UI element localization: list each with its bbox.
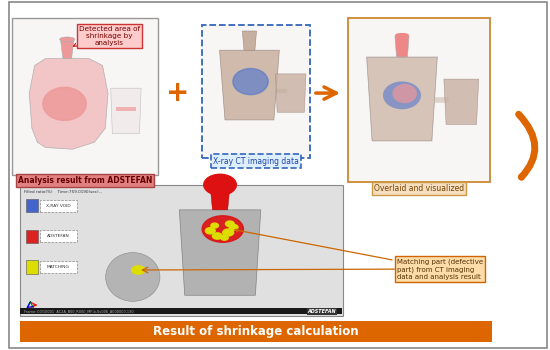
Text: Filled ratio(%)    Time:759.0190(sec)...: Filled ratio(%) Time:759.0190(sec)... (24, 190, 102, 194)
FancyBboxPatch shape (9, 2, 547, 348)
Ellipse shape (395, 33, 409, 37)
Text: X-ray CT imaging data: X-ray CT imaging data (213, 156, 299, 166)
Ellipse shape (59, 37, 75, 42)
Circle shape (131, 266, 145, 274)
Polygon shape (60, 41, 74, 58)
Circle shape (202, 216, 244, 242)
FancyArrowPatch shape (519, 114, 535, 177)
Circle shape (229, 224, 238, 230)
Polygon shape (243, 31, 256, 50)
FancyBboxPatch shape (26, 199, 38, 212)
Polygon shape (367, 57, 437, 141)
Text: Detected area of
shrinkage by
analysis: Detected area of shrinkage by analysis (73, 26, 140, 46)
Ellipse shape (393, 84, 417, 103)
FancyBboxPatch shape (116, 107, 136, 111)
Ellipse shape (43, 87, 86, 120)
Circle shape (212, 233, 222, 239)
FancyBboxPatch shape (202, 25, 310, 158)
Polygon shape (29, 58, 108, 149)
Circle shape (204, 174, 236, 195)
Circle shape (221, 235, 228, 240)
Ellipse shape (106, 253, 160, 301)
Ellipse shape (233, 69, 268, 95)
Polygon shape (179, 210, 261, 295)
Polygon shape (395, 36, 409, 57)
Polygon shape (444, 79, 478, 125)
FancyBboxPatch shape (12, 18, 158, 175)
Text: X-RAY VOID: X-RAY VOID (46, 204, 70, 208)
Polygon shape (219, 50, 279, 120)
Circle shape (211, 223, 218, 228)
Circle shape (223, 229, 234, 236)
Polygon shape (210, 187, 230, 210)
Text: Overlaid and visualized: Overlaid and visualized (374, 184, 464, 193)
FancyBboxPatch shape (26, 230, 38, 243)
FancyBboxPatch shape (20, 308, 342, 314)
Text: Analysis result from ADSTEFAN: Analysis result from ADSTEFAN (18, 176, 152, 185)
Polygon shape (111, 88, 141, 133)
Text: Matching part (defective
part) from CT imaging
data and analysis result: Matching part (defective part) from CT i… (235, 229, 483, 280)
Circle shape (205, 228, 215, 234)
FancyBboxPatch shape (40, 230, 76, 242)
Circle shape (226, 221, 234, 226)
FancyBboxPatch shape (348, 18, 490, 182)
Text: ADSTEFAN: ADSTEFAN (47, 234, 70, 238)
Text: Frame: 00/10001  AC2A_B00_R000_MP-b-0v006_A000000.130: Frame: 00/10001 AC2A_B00_R000_MP-b-0v006… (24, 309, 134, 313)
FancyBboxPatch shape (20, 186, 343, 316)
FancyBboxPatch shape (40, 200, 76, 212)
FancyBboxPatch shape (40, 261, 76, 273)
Text: MATCHING: MATCHING (47, 265, 70, 269)
FancyBboxPatch shape (20, 321, 492, 342)
Text: ADSTEFAN: ADSTEFAN (308, 309, 337, 314)
Text: Result of shrinkage calculation: Result of shrinkage calculation (153, 325, 359, 338)
Ellipse shape (383, 82, 421, 109)
Text: +: + (166, 79, 189, 107)
FancyBboxPatch shape (26, 260, 38, 274)
Polygon shape (276, 74, 306, 112)
